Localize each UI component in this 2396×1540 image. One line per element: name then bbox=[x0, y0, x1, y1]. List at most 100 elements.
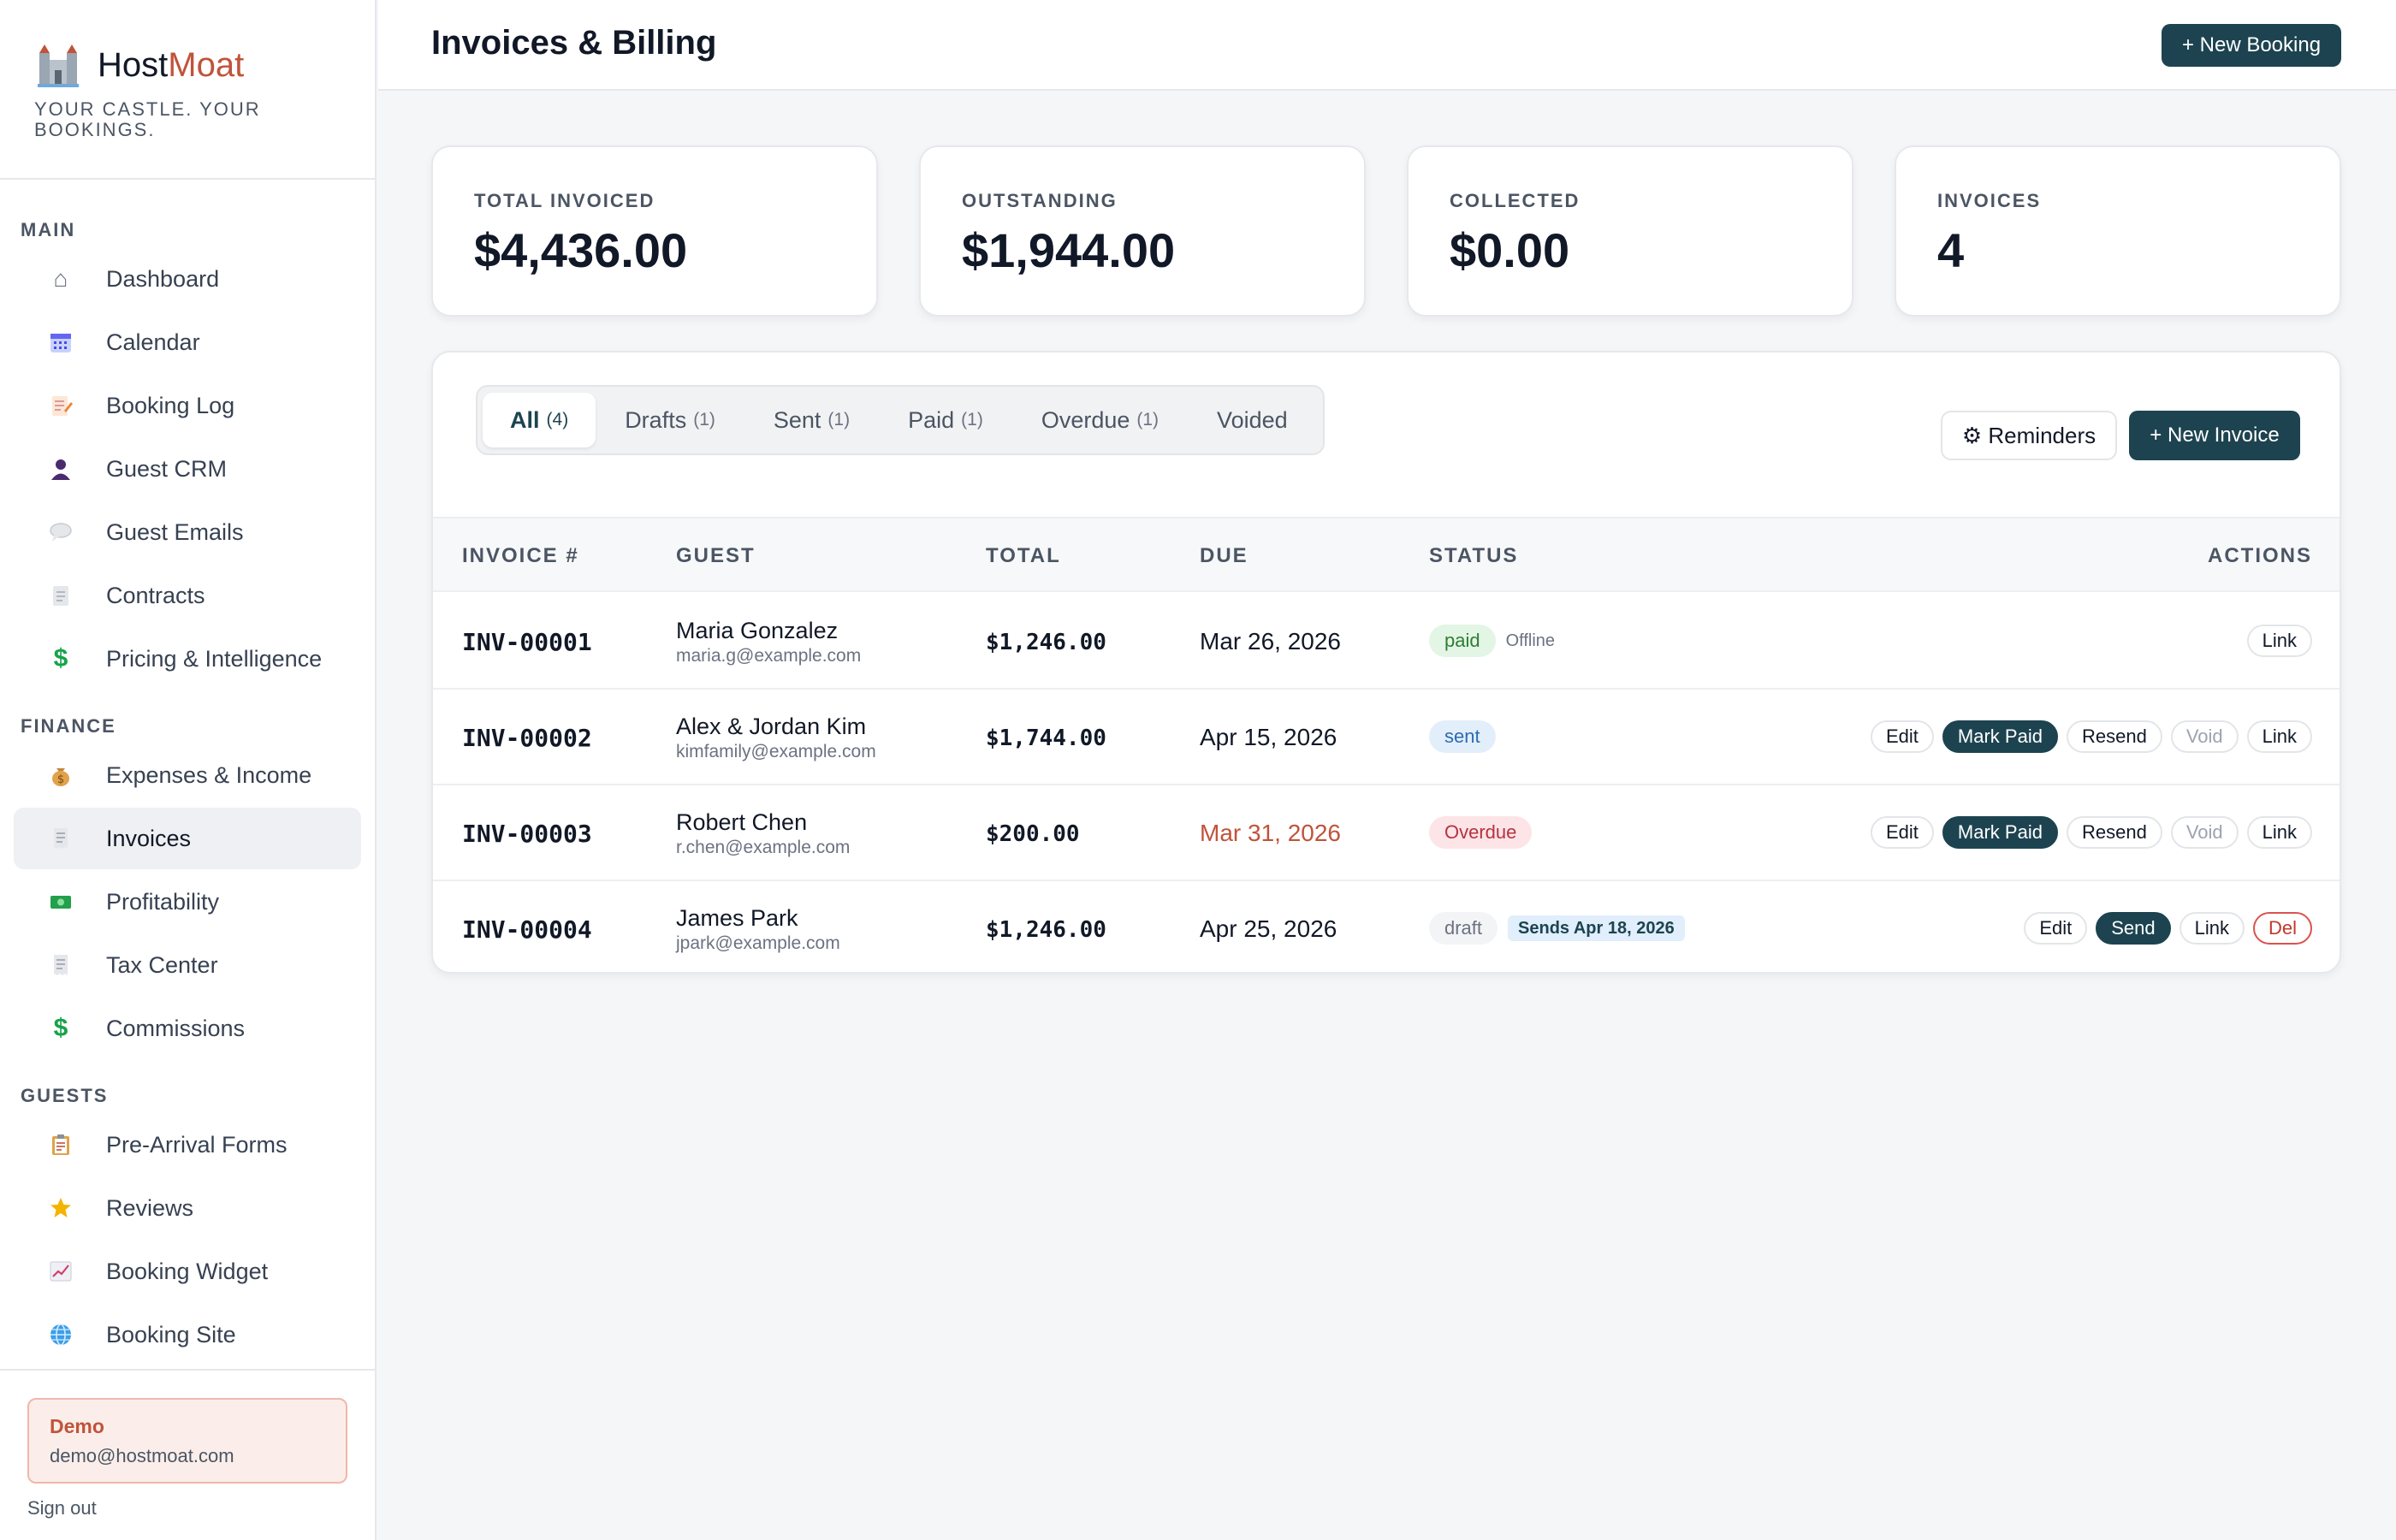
link-button[interactable]: Link bbox=[2246, 720, 2312, 753]
sidebar: HostMoat YOUR CASTLE. YOUR BOOKINGS. MAI… bbox=[0, 0, 377, 1540]
sidebar-item-profitability[interactable]: Profitability bbox=[14, 871, 361, 933]
sidebar-item-invoices[interactable]: Invoices bbox=[14, 808, 361, 869]
invoice-number[interactable]: INV-00002 bbox=[462, 724, 592, 752]
edit-button[interactable]: Edit bbox=[1871, 816, 1934, 849]
column-header-total[interactable]: TOTAL bbox=[986, 544, 1061, 567]
money-bag-icon: $ bbox=[48, 762, 74, 788]
sidebar-item-booking-log[interactable]: Booking Log bbox=[14, 375, 361, 436]
sidebar-item-commissions[interactable]: $ Commissions bbox=[14, 998, 361, 1059]
table-row[interactable]: INV-00002 Alex & Jordan Kim kimfamily@exam… bbox=[433, 690, 2340, 785]
column-header-due[interactable]: DUE bbox=[1200, 544, 1248, 567]
invoice-number[interactable]: INV-00004 bbox=[462, 915, 592, 944]
sidebar-item-label: Guest CRM bbox=[106, 455, 228, 482]
void-button[interactable]: Void bbox=[2170, 816, 2239, 849]
table-row[interactable]: INV-00003 Robert Chen r.chen@example.com $2… bbox=[433, 785, 2340, 881]
stat-label: TOTAL INVOICED bbox=[474, 190, 655, 211]
row-actions: Link bbox=[2246, 625, 2312, 657]
sidebar-item-label: Guest Emails bbox=[106, 518, 244, 545]
document-icon bbox=[48, 583, 74, 608]
row-actions: Edit Send Link Del bbox=[2024, 912, 2312, 945]
sidebar-item-expenses-and-income[interactable]: $ Expenses & Income bbox=[14, 744, 361, 806]
invoice-total: $1,246.00 bbox=[986, 917, 1106, 943]
tab-sent[interactable]: Sent (1) bbox=[744, 393, 879, 447]
sidebar-item-label: Booking Site bbox=[106, 1321, 236, 1348]
link-button[interactable]: Link bbox=[2246, 625, 2312, 657]
table-row[interactable]: INV-00001 Maria Gonzalez maria.g@example.c… bbox=[433, 594, 2340, 690]
guest-cell: Maria Gonzalez maria.g@example.com bbox=[676, 618, 861, 666]
table-row[interactable]: INV-00004 James Park jpark@example.com $1,2… bbox=[433, 881, 2340, 972]
sidebar-item-booking-site[interactable]: Booking Site bbox=[14, 1304, 361, 1365]
mark-paid-button[interactable]: Mark Paid bbox=[1942, 816, 2058, 849]
sidebar-item-label: Expenses & Income bbox=[106, 761, 312, 788]
resend-button[interactable]: Resend bbox=[2066, 720, 2162, 753]
tab-paid[interactable]: Paid (1) bbox=[879, 393, 1012, 447]
person-icon bbox=[48, 456, 74, 482]
stat-value: $4,436.00 bbox=[474, 223, 688, 277]
tab-all[interactable]: All (4) bbox=[483, 393, 596, 447]
sidebar-item-calendar[interactable]: Calendar bbox=[14, 311, 361, 373]
sidebar-item-tax-center[interactable]: Tax Center bbox=[14, 934, 361, 996]
brand-name[interactable]: HostMoat bbox=[98, 45, 245, 84]
stat-card-invoices: INVOICES 4 bbox=[1895, 145, 2341, 317]
sidebar-item-pricing-and-intelligence[interactable]: $ Pricing & Intelligence bbox=[14, 628, 361, 690]
stat-value: $0.00 bbox=[1450, 223, 1570, 277]
invoice-number[interactable]: INV-00001 bbox=[462, 628, 592, 656]
invoice-due-date: Apr 25, 2026 bbox=[1200, 915, 1337, 942]
user-card[interactable]: Demo demo@hostmoat.com bbox=[27, 1398, 347, 1484]
clipboard-icon bbox=[48, 1132, 74, 1158]
stat-card-collected: COLLECTED $0.00 bbox=[1407, 145, 1853, 317]
sidebar-item-guest-emails[interactable]: Guest Emails bbox=[14, 501, 361, 563]
tab-overdue[interactable]: Overdue (1) bbox=[1012, 393, 1188, 447]
stat-label: COLLECTED bbox=[1450, 190, 1581, 211]
edit-button[interactable]: Edit bbox=[2024, 912, 2088, 945]
link-button[interactable]: Link bbox=[2179, 912, 2245, 945]
sidebar-item-reviews[interactable]: Reviews bbox=[14, 1177, 361, 1239]
status-cell: paid Offline bbox=[1429, 625, 1555, 657]
link-button[interactable]: Link bbox=[2246, 816, 2312, 849]
void-button[interactable]: Void bbox=[2170, 720, 2239, 753]
sidebar-item-label: Pricing & Intelligence bbox=[106, 645, 323, 672]
invoice-number[interactable]: INV-00003 bbox=[462, 820, 592, 848]
section-spacer bbox=[0, 1061, 375, 1073]
stat-card-outstanding: OUTSTANDING $1,944.00 bbox=[919, 145, 1366, 317]
sidebar-item-label: Pre-Arrival Forms bbox=[106, 1131, 288, 1158]
calendar-icon bbox=[48, 329, 74, 355]
guest-name: Robert Chen bbox=[676, 809, 808, 835]
brand-tagline: YOUR CASTLE. YOUR BOOKINGS. bbox=[34, 98, 261, 140]
tab-drafts[interactable]: Drafts (1) bbox=[596, 393, 744, 447]
table-header: INVOICE # GUEST TOTAL DUE STATUS ACTIONS bbox=[433, 517, 2340, 592]
guest-cell: James Park jpark@example.com bbox=[676, 905, 840, 954]
status-badge: sent bbox=[1429, 720, 1496, 753]
row-actions: Edit Mark Paid Resend Void Link bbox=[1871, 720, 2312, 753]
castle-logo-icon bbox=[34, 41, 82, 89]
new-booking-button[interactable]: + New Booking bbox=[2162, 24, 2341, 67]
new-invoice-button[interactable]: + New Invoice bbox=[2129, 411, 2300, 460]
sidebar-item-guest-crm[interactable]: Guest CRM bbox=[14, 438, 361, 500]
sidebar-item-label: Reviews bbox=[106, 1194, 194, 1221]
edit-button[interactable]: Edit bbox=[1871, 720, 1934, 753]
sidebar-item-contracts[interactable]: Contracts bbox=[14, 565, 361, 626]
sign-out-link[interactable]: Sign out bbox=[27, 1497, 97, 1519]
section-label-finance: FINANCE bbox=[21, 715, 116, 737]
column-header-status[interactable]: STATUS bbox=[1429, 544, 1519, 567]
sidebar-item-label: Invoices bbox=[106, 825, 192, 851]
sidebar-item-booking-widget[interactable]: Booking Widget bbox=[14, 1241, 361, 1302]
mark-paid-button[interactable]: Mark Paid bbox=[1942, 720, 2058, 753]
column-header-guest[interactable]: GUEST bbox=[676, 544, 756, 567]
star-icon bbox=[48, 1195, 74, 1221]
tab-voided[interactable]: Voided bbox=[1188, 393, 1317, 447]
invoice-total: $1,744.00 bbox=[986, 726, 1106, 751]
del-button[interactable]: Del bbox=[2252, 912, 2312, 945]
send-button[interactable]: Send bbox=[2096, 912, 2171, 945]
column-header-invoice[interactable]: INVOICE # bbox=[462, 544, 579, 567]
dollar-icon: $ bbox=[53, 644, 68, 672]
reminders-button[interactable]: ⚙ Reminders bbox=[1941, 411, 2117, 460]
sidebar-item-pre-arrival-forms[interactable]: Pre-Arrival Forms bbox=[14, 1114, 361, 1176]
tab-label: Paid bbox=[908, 406, 955, 433]
guest-email: jpark@example.com bbox=[676, 933, 840, 953]
svg-text:$: $ bbox=[57, 773, 64, 786]
resend-button[interactable]: Resend bbox=[2066, 816, 2162, 849]
tab-count: (1) bbox=[961, 410, 983, 429]
sidebar-item-dashboard[interactable]: ⌂ Dashboard bbox=[14, 248, 361, 310]
tab-label: Sent bbox=[773, 406, 821, 433]
